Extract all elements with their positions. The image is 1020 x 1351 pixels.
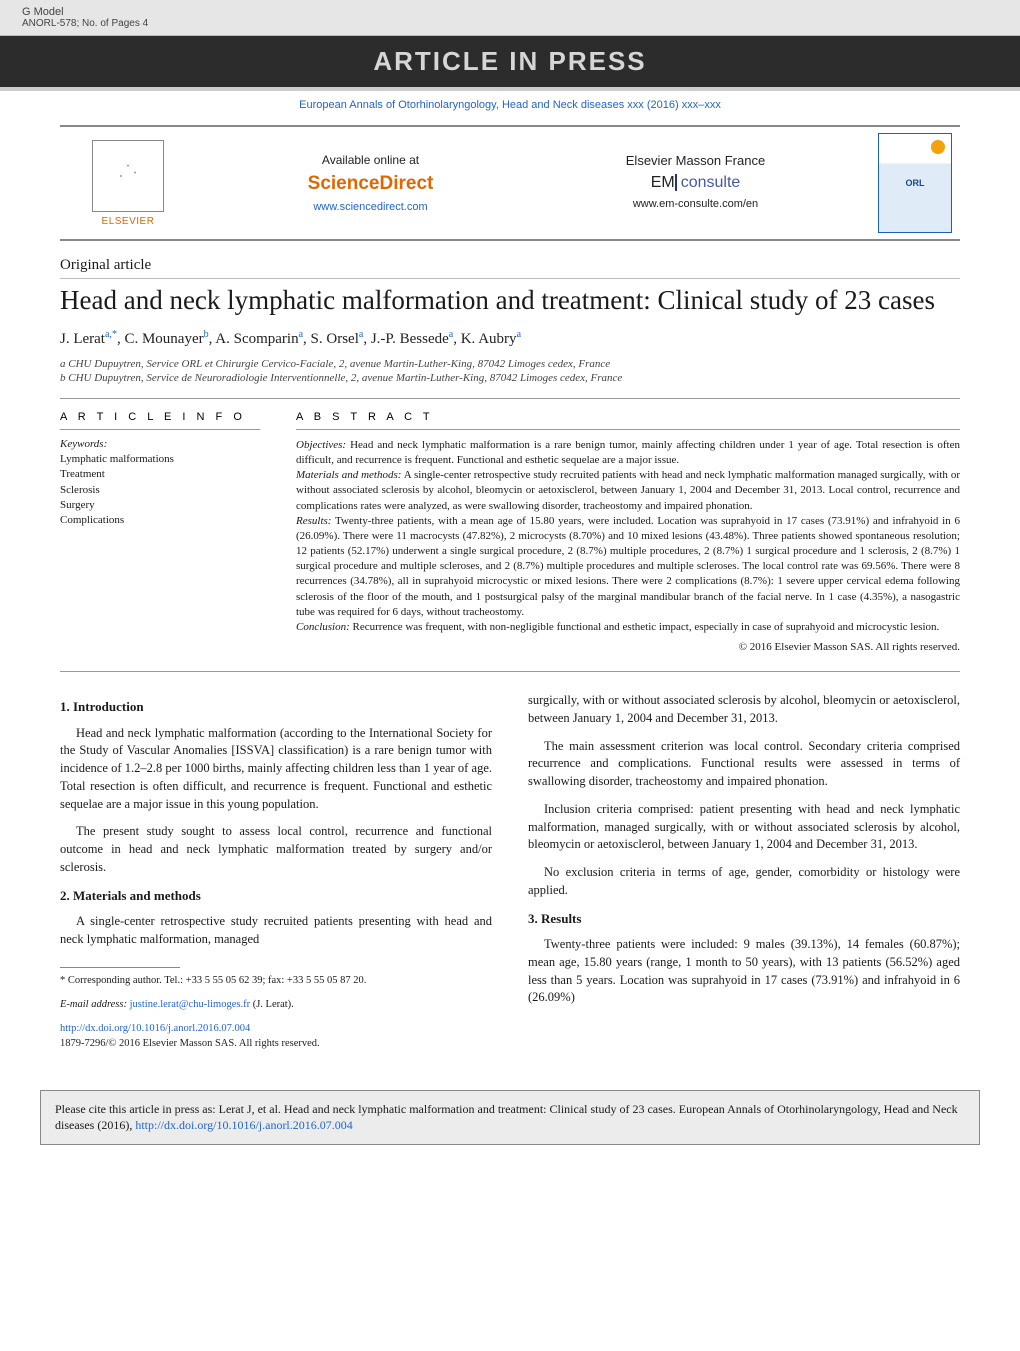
journal-citation-line: European Annals of Otorhinolaryngology, … (0, 91, 1020, 125)
corresponding-author: * Corresponding author. Tel.: +33 5 55 0… (60, 974, 492, 988)
author-4: , S. Orsel (303, 331, 359, 347)
cover-dot-icon (931, 140, 945, 154)
doi-link[interactable]: http://dx.doi.org/10.1016/j.anorl.2016.0… (60, 1022, 492, 1037)
section-2-heading: 2. Materials and methods (60, 887, 492, 905)
abs-conclusion: Recurrence was frequent, with non-neglig… (350, 621, 940, 633)
abs-methods-h: Materials and methods: (296, 469, 401, 481)
keyword-2: Treatment (60, 467, 260, 482)
section-1-heading: 1. Introduction (60, 698, 492, 716)
elsevier-masson-label: Elsevier Masson France (533, 153, 858, 168)
author-2: , C. Mounayer (117, 331, 204, 347)
right-column: surgically, with or without associated s… (528, 692, 960, 1052)
copyright-line: 1879-7296/© 2016 Elsevier Masson SAS. Al… (60, 1037, 492, 1052)
article-info-col: A R T I C L E I N F O Keywords: Lymphati… (60, 411, 260, 653)
citation-box: Please cite this article in press as: Le… (40, 1090, 980, 1146)
em-suffix: consulte (675, 174, 741, 191)
publisher-banner: ELSEVIER Available online at ScienceDire… (60, 125, 960, 241)
s2-p4: No exclusion criteria in terms of age, g… (528, 864, 960, 900)
footnote-separator (60, 967, 180, 968)
s3-p1: Twenty-three patients were included: 9 m… (528, 936, 960, 1007)
author-3: , A. Scomparin (209, 331, 299, 347)
author-line: J. Lerata,*, C. Mounayerb, A. Scomparina… (60, 329, 960, 348)
email-link[interactable]: justine.lerat@chu-limoges.fr (130, 999, 250, 1010)
emconsulte-url[interactable]: www.em-consulte.com/en (533, 198, 858, 210)
email-label: E-mail address: (60, 999, 130, 1010)
article-type: Original article (60, 257, 960, 279)
section-3-heading: 3. Results (528, 910, 960, 928)
journal-cover-thumb: ORL (878, 133, 952, 233)
email-line: E-mail address: justine.lerat@chu-limoge… (60, 998, 492, 1012)
s2-p3: Inclusion criteria comprised: patient pr… (528, 801, 960, 854)
abstract-copyright: © 2016 Elsevier Masson SAS. All rights r… (296, 641, 960, 653)
cite-doi-link[interactable]: http://dx.doi.org/10.1016/j.anorl.2016.0… (135, 1118, 352, 1132)
left-column: 1. Introduction Head and neck lymphatic … (60, 692, 492, 1052)
sciencedirect-url[interactable]: www.sciencedirect.com (208, 201, 533, 213)
em-prefix: EM (651, 174, 675, 191)
s1-p1: Head and neck lymphatic malformation (ac… (60, 725, 492, 814)
author-5: , J.-P. Bessede (363, 331, 448, 347)
sciencedirect-logo-text: ScienceDirect (208, 173, 533, 195)
model-strip: G Model ANORL-578; No. of Pages 4 (0, 0, 1020, 36)
affiliation-b: b CHU Dupuytren, Service de Neuroradiolo… (60, 372, 960, 384)
available-online-label: Available online at (208, 153, 533, 167)
article-title: Head and neck lymphatic malformation and… (60, 285, 960, 317)
article-info-heading: A R T I C L E I N F O (60, 411, 260, 430)
keywords-heading: Keywords: (60, 438, 260, 450)
cover-orl-label: ORL (879, 178, 951, 188)
s1-p2: The present study sought to assess local… (60, 823, 492, 876)
article-meta-row: A R T I C L E I N F O Keywords: Lymphati… (60, 398, 960, 653)
elsevier-logo-block: ELSEVIER (68, 140, 188, 227)
emconsulte-block: Elsevier Masson France EMconsulte www.em… (533, 153, 858, 213)
email-tail: (J. Lerat). (250, 999, 294, 1010)
author-6: , K. Aubry (453, 331, 516, 347)
article-in-press-bar: ARTICLE IN PRESS (0, 36, 1020, 91)
s2-p1: A single-center retrospective study recr… (60, 913, 492, 949)
author-1: J. Lerat (60, 331, 105, 347)
body-columns: 1. Introduction Head and neck lymphatic … (60, 692, 960, 1052)
banner-mid: Available online at ScienceDirect www.sc… (208, 153, 858, 213)
affiliation-a: a CHU Dupuytren, Service ORL et Chirurgi… (60, 358, 960, 370)
keyword-3: Sclerosis (60, 483, 260, 498)
g-model-label: G Model (22, 6, 998, 18)
author-1-affil: a, (105, 329, 112, 340)
elsevier-label: ELSEVIER (102, 216, 155, 227)
abstract-col: A B S T R A C T Objectives: Head and nec… (296, 411, 960, 653)
sciencedirect-block: Available online at ScienceDirect www.sc… (208, 153, 533, 213)
abstract-heading: A B S T R A C T (296, 411, 960, 430)
meta-divider (60, 671, 960, 672)
abstract-body: Objectives: Head and neck lymphatic malf… (296, 438, 960, 635)
s2-p2: The main assessment criterion was local … (528, 738, 960, 791)
abs-results-h: Results: (296, 515, 331, 527)
abs-results: Twenty-three patients, with a mean age o… (296, 515, 960, 618)
abs-objectives: Head and neck lymphatic malformation is … (296, 439, 960, 466)
abs-objectives-h: Objectives: (296, 439, 346, 451)
s2-p1-cont: surgically, with or without associated s… (528, 692, 960, 728)
abs-conclusion-h: Conclusion: (296, 621, 350, 633)
author-6-affil: a (517, 329, 521, 340)
emconsulte-logo-text: EMconsulte (533, 174, 858, 192)
elsevier-tree-icon (92, 140, 164, 212)
keyword-1: Lymphatic malformations (60, 452, 260, 467)
model-ref: ANORL-578; No. of Pages 4 (22, 18, 998, 29)
affiliations: a CHU Dupuytren, Service ORL et Chirurgi… (60, 358, 960, 384)
keyword-4: Surgery (60, 498, 260, 513)
keyword-5: Complications (60, 513, 260, 528)
